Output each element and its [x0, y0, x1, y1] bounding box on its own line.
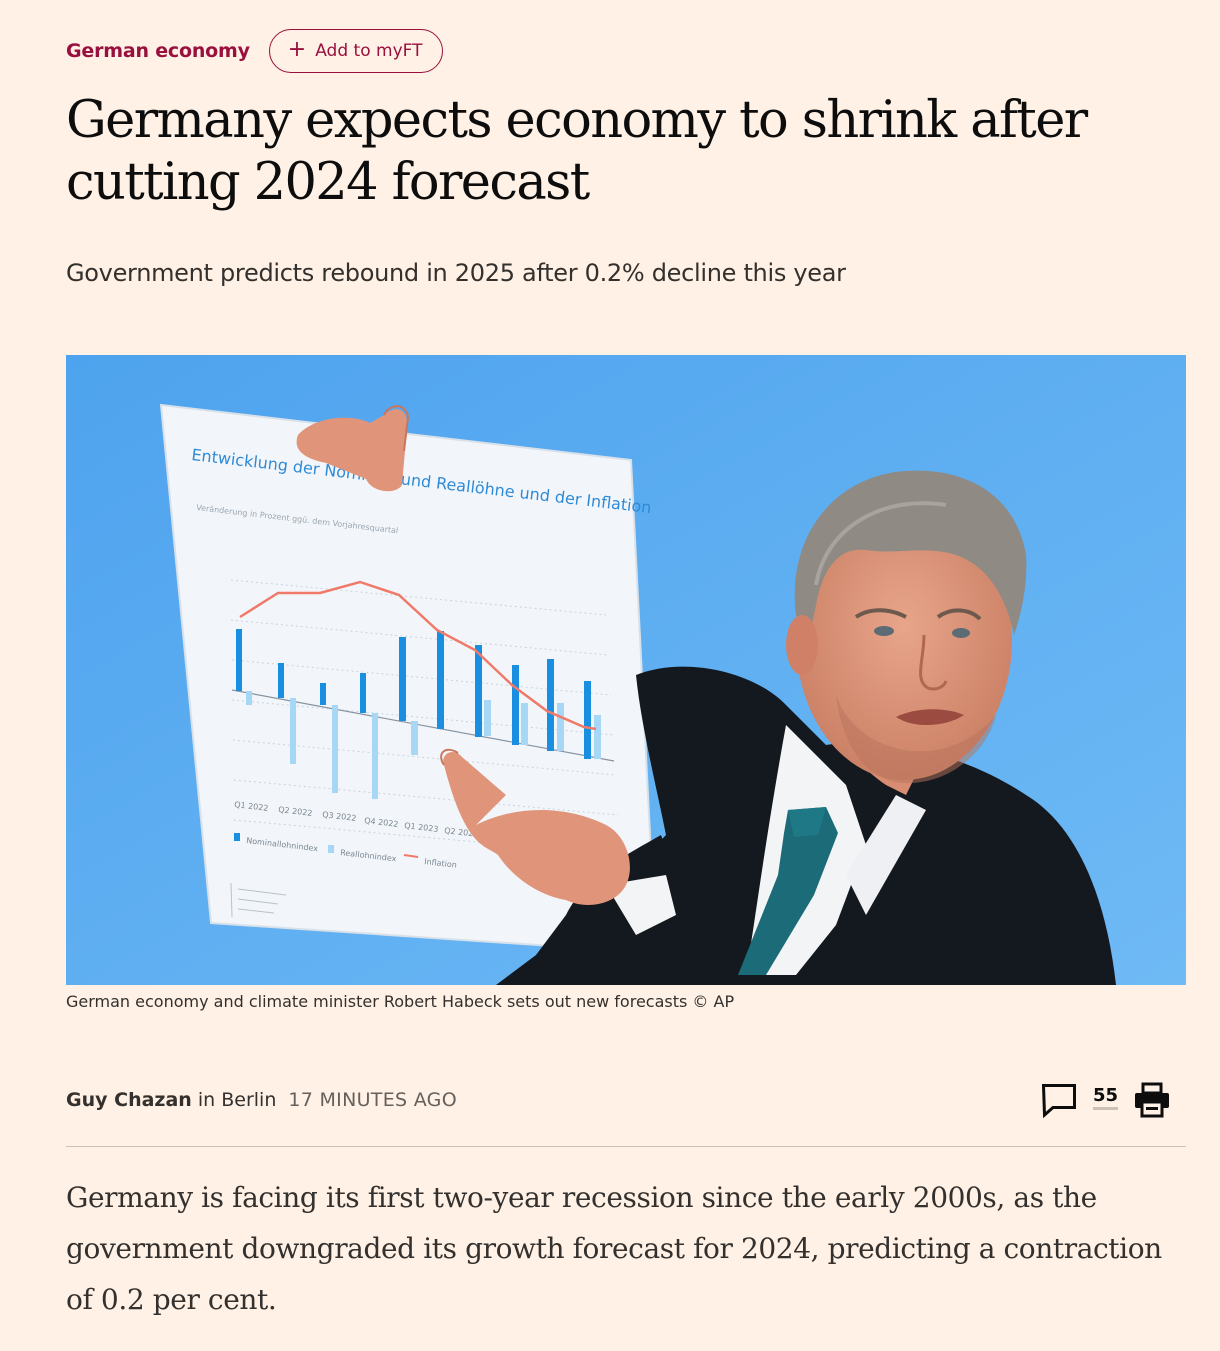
image-caption: German economy and climate minister Robe… — [66, 992, 735, 1011]
byline: Guy Chazan in Berlin — [66, 1089, 276, 1111]
printer-icon — [1135, 1082, 1169, 1118]
headline: Germany expects economy to shrink after … — [66, 91, 1088, 212]
person-figure — [440, 470, 1116, 985]
timestamp: 17 MINUTES AGO — [288, 1089, 457, 1111]
plus-icon: + — [287, 37, 307, 62]
board-quarter-1: Q1 2022 — [234, 800, 269, 813]
board-quarter-4: Q4 2022 — [364, 816, 399, 829]
board-quarter-2: Q2 2022 — [278, 805, 313, 818]
author-link[interactable]: Guy Chazan — [66, 1089, 192, 1111]
comments-button[interactable]: 55 — [1041, 1082, 1118, 1118]
board-legend-inflation: Inflation — [424, 857, 458, 870]
print-button[interactable] — [1134, 1082, 1170, 1118]
add-to-myft-button[interactable]: + Add to myFT — [268, 29, 443, 73]
byline-row: Guy Chazan in Berlin 17 MINUTES AGO 55 — [66, 1078, 1186, 1122]
byline-divider — [66, 1146, 1186, 1147]
byline-location: in Berlin — [197, 1089, 277, 1111]
topic-link[interactable]: German economy — [66, 40, 250, 62]
speech-bubble-icon — [1041, 1084, 1076, 1118]
board-quarter-6: Q2 202 — [444, 826, 474, 838]
add-to-myft-label: Add to myFT — [315, 41, 423, 61]
main-image: Entwicklung der Nominal- und Reallöhne u… — [66, 355, 1186, 985]
board-quarter-3: Q3 2022 — [322, 810, 357, 823]
comment-count: 55 — [1092, 1085, 1118, 1110]
board-quarter-5: Q1 2023 — [404, 821, 439, 834]
article-body-paragraph: Germany is facing its first two-year rec… — [66, 1181, 1162, 1316]
topic-row: German economy + Add to myFT — [66, 28, 443, 74]
holding-hand — [296, 405, 410, 492]
article-actions: 55 — [1041, 1082, 1170, 1118]
standfirst: Government predicts rebound in 2025 afte… — [66, 259, 846, 287]
